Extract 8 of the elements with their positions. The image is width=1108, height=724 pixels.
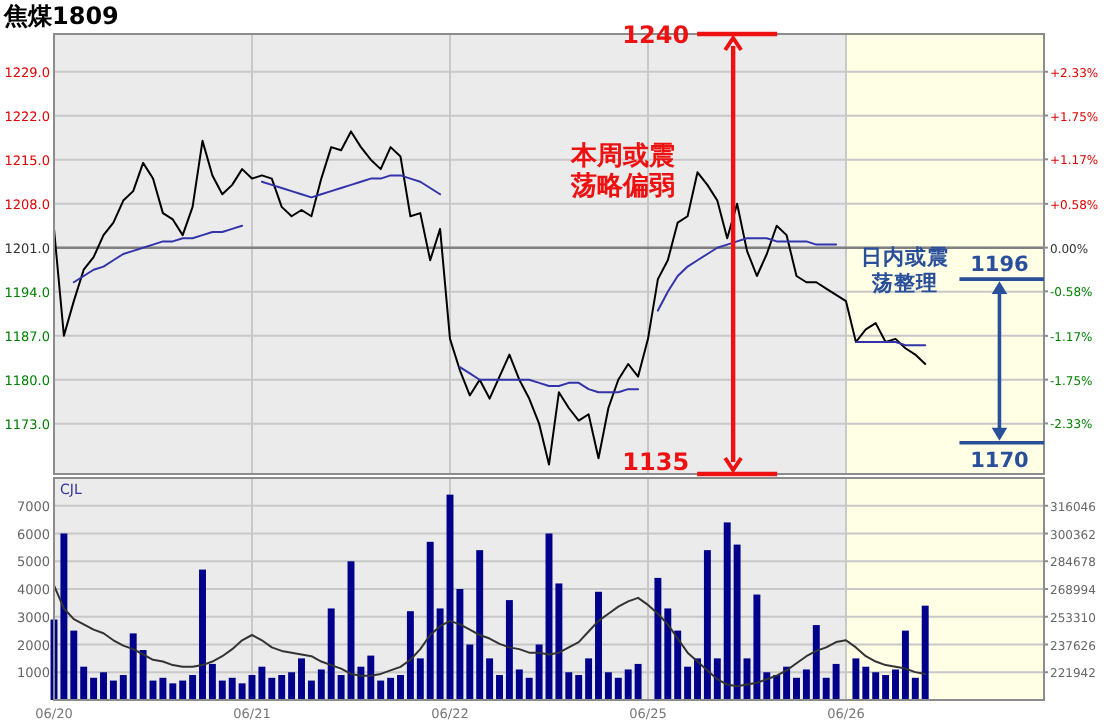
annotation: 1135 xyxy=(622,448,690,476)
annotation: 日内或震荡整理 xyxy=(861,244,950,296)
line-series xyxy=(53,584,927,688)
annotation: 本周或震荡略偏弱 xyxy=(569,142,676,202)
annotation: 1170 xyxy=(970,448,1029,473)
annotation: 1240 xyxy=(622,21,690,49)
annotation: 1196 xyxy=(970,253,1029,278)
chart-title: 焦煤1809 xyxy=(2,2,119,30)
